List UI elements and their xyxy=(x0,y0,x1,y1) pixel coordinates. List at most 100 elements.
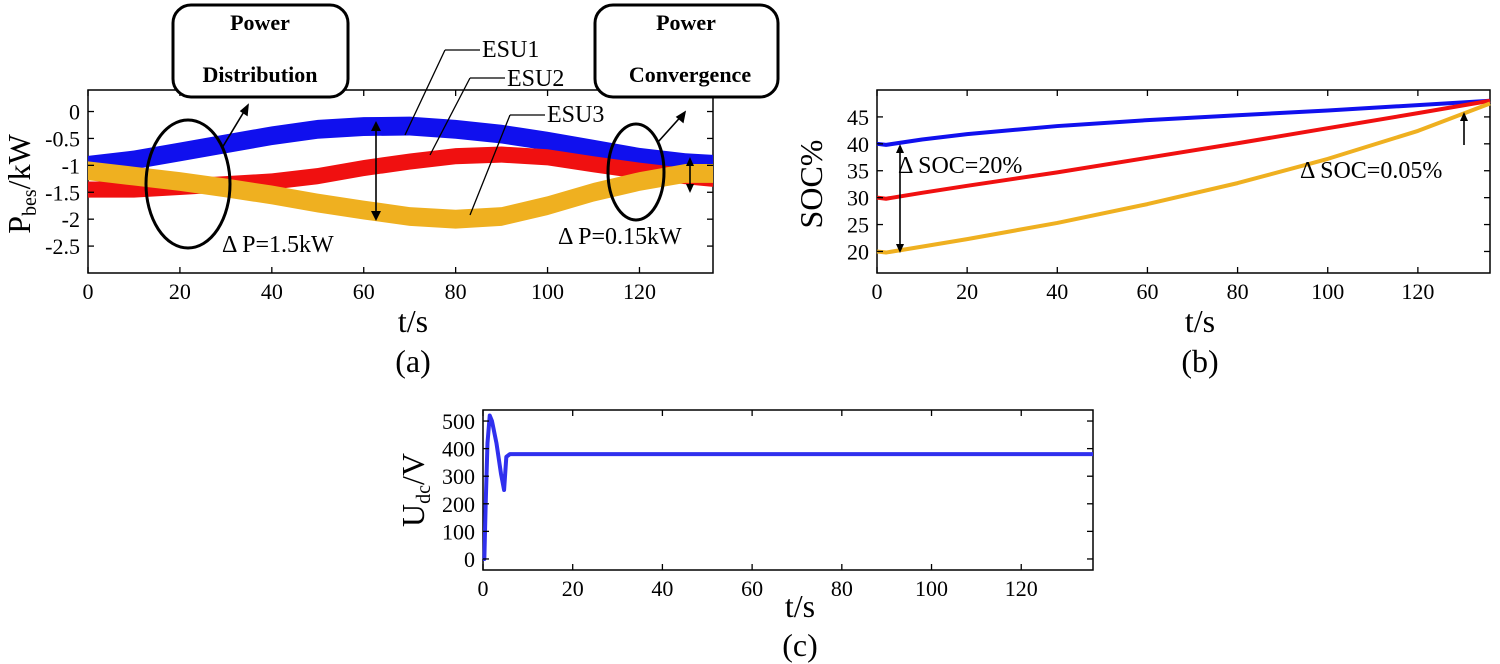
delta-soc-right-arrowhead xyxy=(1460,112,1468,121)
delta-p-left-arrowhead-bottom xyxy=(371,211,381,221)
panel-c-x-axis-label: t/s xyxy=(785,588,815,624)
distribution-ellipse xyxy=(144,118,232,250)
panel-a-y-label-sub: bes xyxy=(19,189,41,216)
delta-soc-right-label: Δ SOC=0.05% xyxy=(1300,158,1442,184)
delta-p-left-label: Δ P=1.5kW xyxy=(222,232,334,258)
power-distribution-label-line2: Distribution xyxy=(203,62,318,87)
panel-b-x-tick-label: 100 xyxy=(1311,279,1344,304)
legend-label-esu1: ESU1 xyxy=(482,37,539,63)
panel-b-x-axis-label: t/s xyxy=(1185,303,1215,339)
panel-a-subtitle: (a) xyxy=(395,343,431,379)
panel-c-series-group xyxy=(482,413,1093,561)
legend-label-esu3: ESU3 xyxy=(547,102,604,128)
panel-c-plot-frame xyxy=(482,409,1094,571)
panel-b-x-ticks: 0 20 40 60 80 100 120 xyxy=(872,90,1434,304)
panel-c-y-axis-label: Udc/V xyxy=(395,453,435,527)
delta-soc-left-arrowhead-top xyxy=(896,144,904,153)
panel-a-x-tick-label: 120 xyxy=(623,279,656,304)
legend-label-esu2: ESU2 xyxy=(507,66,564,92)
panel-b-x-tick-label: 120 xyxy=(1401,279,1434,304)
panel-c-y-tick-label: 400 xyxy=(442,437,475,462)
panel-a-y-label-main: P xyxy=(1,216,37,234)
panel-c-y-tick-label: 0 xyxy=(464,547,475,572)
panel-a-x-tick-label: 20 xyxy=(169,279,191,304)
panel-a-y-ticks: 0-0.5-1-1.5-2-2.5 xyxy=(45,100,713,259)
panel-b-x-tick-label: 60 xyxy=(1136,279,1158,304)
delta-p-right-arrowhead-top xyxy=(686,157,694,166)
panel-b-y-tick-label: 25 xyxy=(847,213,869,238)
series-esu1-a-band xyxy=(88,116,713,175)
panel-c-y-label-main: U xyxy=(395,504,431,527)
panel-c-y-tick-label: 300 xyxy=(442,464,475,489)
series-esu3-b-line xyxy=(876,101,1491,255)
distribution-arrowhead xyxy=(239,103,249,117)
convergence-ellipse xyxy=(606,122,666,222)
panel-c-x-tick-label: 60 xyxy=(741,576,763,601)
panel-b-y-tick-label: 20 xyxy=(847,239,869,264)
panel-b-plot-frame xyxy=(876,89,1491,274)
panel-c-y-tick-label: 200 xyxy=(442,492,475,517)
panel-b-subtitle: (b) xyxy=(1181,343,1218,379)
power-distribution-box xyxy=(171,3,350,99)
panel-b-y-tick-label: 35 xyxy=(847,159,869,184)
panel-a-x-ticks: 0 20 40 60 80 100 120 xyxy=(83,90,656,304)
power-convergence-box xyxy=(593,3,780,99)
series-udc-c-line xyxy=(482,413,1093,561)
panel-c-y-label-sub: dc xyxy=(413,485,435,504)
panel-b-x-tick-label: 20 xyxy=(956,279,978,304)
panel-c-x-tick-label: 120 xyxy=(1005,576,1038,601)
panel-c-x-tick-label: 40 xyxy=(651,576,673,601)
esu1-leader-line xyxy=(404,49,446,136)
panel-a-y-tick-label: -1.5 xyxy=(45,180,80,205)
delta-soc-left-arrowhead-bottom xyxy=(896,244,904,253)
panel-a-x-tick-label: 60 xyxy=(353,279,375,304)
panel-a-y-tick-label: -2.5 xyxy=(45,234,80,259)
panel-a-y-label-tail: /kW xyxy=(1,133,37,189)
panel-b-series-group xyxy=(876,98,1491,255)
panel-a-y-tick-label: 0 xyxy=(69,100,80,125)
panel-c-x-tick-label: 0 xyxy=(478,576,489,601)
panel-b-x-tick-label: 0 xyxy=(872,279,883,304)
panel-a-x-tick-label: 0 xyxy=(83,279,94,304)
panel-a-x-tick-label: 100 xyxy=(531,279,564,304)
panel-a-y-tick-label: -0.5 xyxy=(45,126,80,151)
panel-c-y-tick-label: 500 xyxy=(442,409,475,434)
panel-a-power-chart: 0 20 40 60 80 100 120 0-0.5-1-1.5-2-2.5 t/s (a… xyxy=(1,3,780,379)
panel-c-x-tick-label: 100 xyxy=(915,576,948,601)
delta-p-right-arrowhead-bottom xyxy=(686,184,694,193)
panel-a-y-axis-label: Pbes/kW xyxy=(1,133,41,233)
panel-a-x-tick-label: 80 xyxy=(445,279,467,304)
panel-b-y-axis-label: SOC% xyxy=(793,140,829,229)
series-esu2-b-line xyxy=(876,98,1491,201)
panel-a-y-tick-label: -1 xyxy=(62,153,80,178)
series-esu3-a-band xyxy=(88,161,713,229)
panel-c-x-tick-label: 20 xyxy=(562,576,584,601)
panel-c-subtitle: (c) xyxy=(782,627,818,663)
panel-a-series-group xyxy=(88,116,713,229)
panel-c-x-ticks: 0 20 40 60 80 100 120 xyxy=(478,410,1038,601)
panel-b-y-tick-label: 45 xyxy=(847,105,869,130)
delta-p-right-label: Δ P=0.15kW xyxy=(558,224,682,250)
panel-a-x-tick-label: 40 xyxy=(261,279,283,304)
panel-b-x-tick-label: 80 xyxy=(1227,279,1249,304)
panel-c-x-tick-label: 80 xyxy=(831,576,853,601)
panel-c-y-label-tail: /V xyxy=(395,453,431,485)
power-convergence-label-line2: Convergence xyxy=(629,62,751,87)
power-convergence-label-line1: Power xyxy=(656,10,716,35)
delta-soc-left-label: Δ SOC=20% xyxy=(898,153,1022,179)
esu3-leader-line xyxy=(469,114,511,216)
delta-p-left-arrowhead-top xyxy=(371,121,381,131)
panel-b-x-tick-label: 40 xyxy=(1046,279,1068,304)
panel-b-y-tick-label: 40 xyxy=(847,132,869,157)
convergence-arrowhead xyxy=(675,110,687,124)
panel-c-y-tick-label: 100 xyxy=(442,519,475,544)
panel-a-y-tick-label: -2 xyxy=(62,207,80,232)
panel-b-y-tick-label: 30 xyxy=(847,186,869,211)
power-distribution-label-line1: Power xyxy=(230,10,290,35)
esu2-leader-line xyxy=(429,77,471,156)
